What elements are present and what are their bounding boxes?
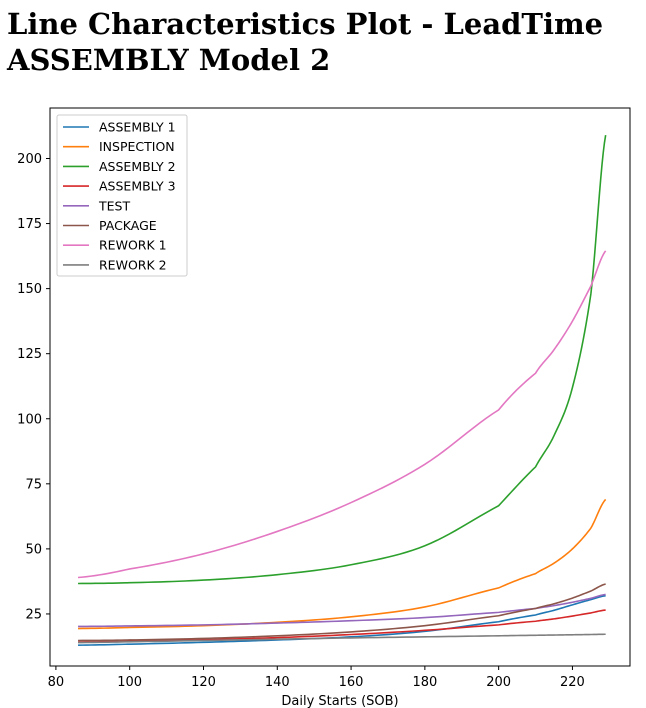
y-tick-label: 50: [25, 542, 42, 557]
y-tick-label: 175: [17, 217, 42, 232]
y-tick-label: 75: [25, 477, 42, 492]
series-line-package: [78, 583, 606, 642]
legend: ASSEMBLY 1 INSPECTION ASSEMBLY 2 ASSEMBLY 3…: [56, 114, 188, 277]
series-line-rework-2: [78, 633, 606, 644]
y-tick-label: 100: [17, 412, 42, 427]
x-tick-label: 220: [560, 675, 585, 690]
x-tick-label: 180: [412, 675, 437, 690]
plot-area-frame: [49, 107, 631, 667]
legend-label: INSPECTION: [99, 139, 175, 154]
page-title-line-2: ASSEMBLY Model 2: [7, 43, 331, 77]
page-title-line-1: Line Characteristics Plot - LeadTime: [7, 7, 604, 41]
y-tick-label: 125: [17, 347, 42, 362]
x-tick-label: 200: [486, 675, 511, 690]
page-title: Line Characteristics Plot - LeadTime ASS…: [7, 6, 637, 78]
series-line-test: [78, 593, 606, 628]
y-axis: 25 50 75 100 125 150 175 200: [17, 152, 50, 622]
x-tick-label: 120: [191, 675, 216, 690]
y-tick-label: 150: [17, 282, 42, 297]
legend-label: ASSEMBLY 2: [99, 159, 176, 174]
x-axis: 80 100 120 140 160 180 200 220: [48, 666, 585, 690]
series-line-rework-1: [77, 250, 607, 579]
y-tick-label: 200: [17, 152, 42, 167]
legend-label: REWORK 1: [99, 238, 167, 253]
x-tick-label: 100: [117, 675, 142, 690]
legend-label: ASSEMBLY 1: [99, 120, 176, 135]
x-tick-label: 160: [339, 675, 364, 690]
legend-label: PACKAGE: [99, 218, 157, 233]
y-tick-label: 25: [25, 607, 42, 622]
legend-box: [56, 114, 188, 277]
series-line-inspection: [78, 498, 607, 630]
series-line-assembly-1: [78, 594, 606, 646]
x-tick-label: 140: [265, 675, 290, 690]
legend-label: TEST: [98, 198, 130, 213]
x-axis-label: Daily Starts (SOB): [281, 694, 398, 708]
series-lines: [77, 134, 607, 646]
x-tick-label: 80: [48, 675, 65, 690]
legend-label: REWORK 2: [99, 257, 167, 272]
series-line-assembly-2: [78, 134, 607, 585]
legend-label: ASSEMBLY 3: [99, 179, 176, 194]
